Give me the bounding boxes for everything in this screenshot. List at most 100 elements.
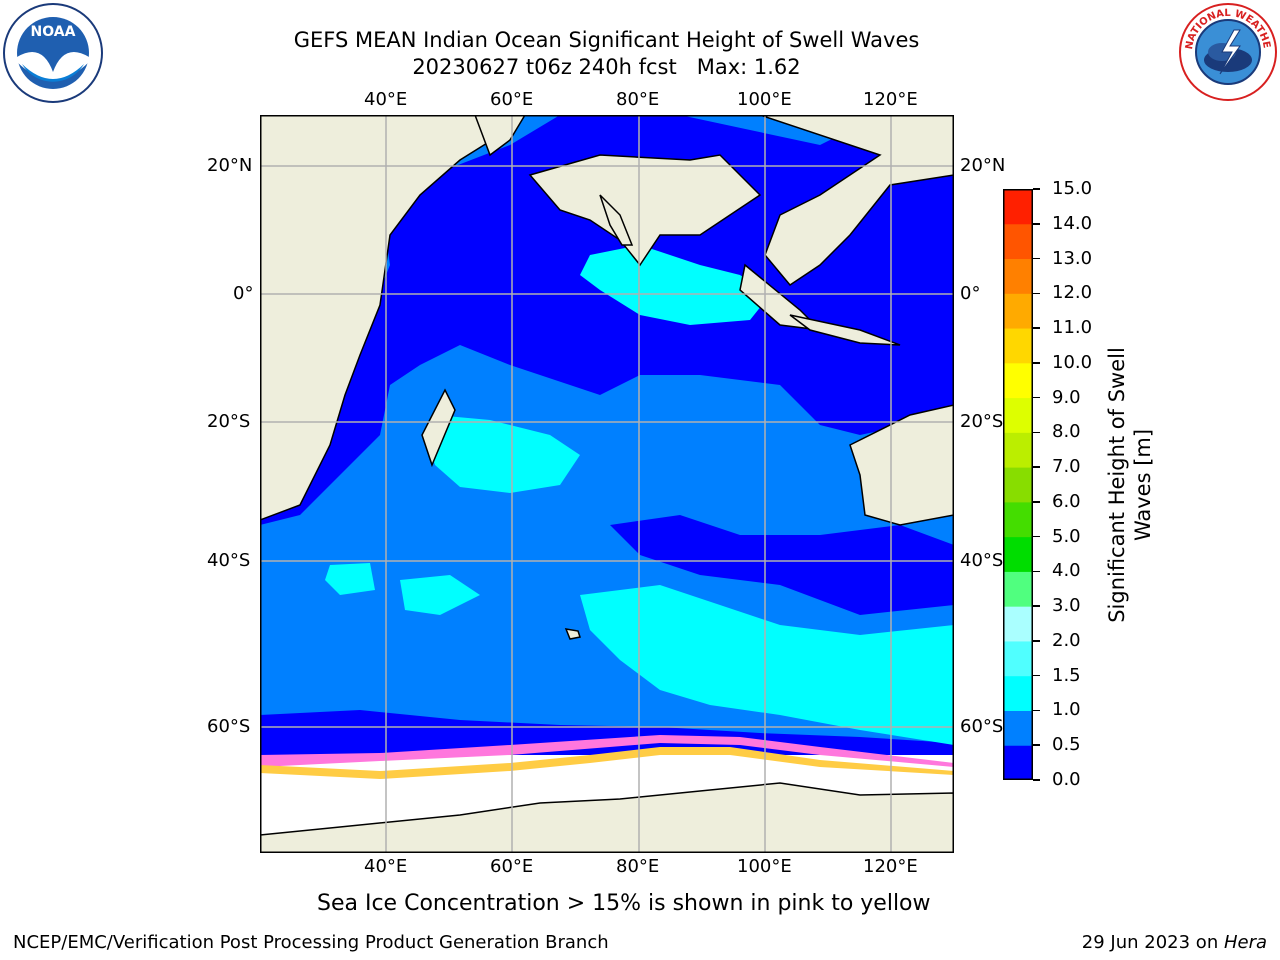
lon-label-bottom: 100°E: [737, 856, 792, 877]
colorbar-tick-label: 13.0: [1052, 247, 1093, 269]
sea-ice: [260, 735, 954, 853]
lon-label-top: 40°E: [364, 89, 408, 110]
colorbar-tick-label: 8.0: [1052, 421, 1081, 443]
map-plot: [260, 115, 954, 853]
colorbar-tick-label: 6.0: [1052, 490, 1081, 512]
colorbar-tick-mark: [1033, 501, 1040, 503]
chart-title: GEFS MEAN Indian Ocean Significant Heigh…: [293, 28, 920, 52]
colorbar-segment: [1003, 258, 1033, 294]
sea-ice-yellow: [260, 747, 954, 779]
kerguelen-island: [564, 628, 581, 640]
lat-label-right: 0°: [960, 283, 981, 304]
colorbar-tick-mark: [1033, 362, 1040, 364]
footer-machine: Hera: [1223, 932, 1267, 953]
lon-label-top: 120°E: [863, 89, 918, 110]
colorbar-tick-label: 0.0: [1052, 769, 1081, 790]
colorbar-tick-mark: [1033, 223, 1040, 225]
lat-label-right: 20°S: [960, 411, 1004, 432]
lon-label-top: 100°E: [737, 89, 792, 110]
lat-label-left: 60°S: [207, 716, 251, 737]
colorbar-tick-mark: [1033, 257, 1040, 260]
noaa-logo: NOAA: [3, 3, 103, 103]
colorbar-tick-label: 1.5: [1052, 664, 1081, 686]
lat-label-left: 40°S: [207, 550, 251, 571]
colorbar-tick-mark: [1033, 292, 1040, 295]
lat-label-right: 40°S: [960, 550, 1004, 571]
asia-south-coast: [528, 154, 762, 267]
colorbar-segment: [1003, 745, 1033, 780]
colorbar: [1003, 189, 1033, 780]
colorbar-tick-label: 9.0: [1052, 386, 1081, 408]
colorbar-tick-mark: [1033, 779, 1040, 781]
colorbar-tick-label: 14.0: [1052, 212, 1093, 234]
colorbar-tick-mark: [1033, 709, 1040, 712]
colorbar-tick-label: 10.0: [1052, 351, 1093, 373]
antarctica-land: [260, 782, 954, 853]
noaa-logo-text: NOAA: [31, 24, 76, 40]
sumatra-land: [739, 263, 823, 332]
colorbar-segment: [1003, 710, 1033, 746]
gridlines: [260, 115, 954, 853]
lon-label-bottom: 60°E: [490, 856, 534, 877]
australia-land: [849, 404, 954, 526]
colorbar-tick-label: 15.0: [1052, 178, 1093, 199]
java-land: [789, 314, 901, 346]
colorbar-tick-label: 3.0: [1052, 595, 1081, 617]
colorbar-tick-label: 5.0: [1052, 525, 1081, 547]
colorbar-segment: [1003, 293, 1033, 329]
lat-label-left: 20°N: [207, 155, 253, 176]
colorbar-tick-mark: [1033, 327, 1040, 329]
colorbar-segment: [1003, 571, 1033, 607]
colorbar-tick-mark: [1033, 605, 1040, 607]
colorbar-tick-mark: [1033, 431, 1040, 434]
lat-label-left: 0°: [233, 283, 254, 304]
colorbar-segment: [1003, 362, 1033, 399]
lon-label-bottom: 40°E: [364, 856, 408, 877]
colorbar-tick-mark: [1033, 188, 1040, 190]
lat-label-right: 60°S: [960, 716, 1004, 737]
sea-ice-caption: Sea Ice Concentration > 15% is shown in …: [317, 891, 931, 916]
colorbar-segment: [1003, 432, 1033, 468]
footer-branch: NCEP/EMC/Verification Post Processing Pr…: [13, 932, 609, 953]
colorbar-tick-label: 12.0: [1052, 282, 1093, 304]
colorbar-label: Significant Height of Swell Waves [m]: [1105, 347, 1155, 623]
colorbar-segment: [1003, 189, 1033, 225]
colorbar-segment: [1003, 536, 1033, 572]
lon-label-bottom: 120°E: [863, 856, 918, 877]
colorbar-segment: [1003, 606, 1033, 642]
colorbar-segment: [1003, 675, 1033, 711]
colorbar-tick-label: 2.0: [1052, 629, 1081, 651]
lon-label-top: 60°E: [490, 89, 534, 110]
colorbar-segment: [1003, 328, 1033, 364]
colorbar-tick-mark: [1033, 570, 1040, 573]
colorbar-tick-mark: [1033, 640, 1040, 642]
colorbar-tick-label: 4.0: [1052, 560, 1081, 582]
colorbar-tick-label: 7.0: [1052, 456, 1081, 478]
colorbar-segment: [1003, 397, 1033, 433]
footer-date: 29 Jun 2023 on Hera: [1081, 932, 1267, 953]
nws-logo: NATIONAL WEATHER SERVICE: [1178, 2, 1277, 101]
map-border: [260, 115, 954, 853]
lat-label-left: 20°S: [207, 411, 251, 432]
colorbar-tick-mark: [1033, 396, 1040, 399]
india-peninsula: [599, 194, 634, 246]
lon-label-bottom: 80°E: [616, 856, 660, 877]
colorbar-segment: [1003, 640, 1033, 677]
colorbar-tick-mark: [1033, 674, 1040, 677]
sea-ice-pink: [260, 735, 954, 767]
colorbar-tick-mark: [1033, 535, 1040, 538]
chart-subtitle: 20230627 t06z 240h fcst Max: 1.62: [412, 55, 801, 79]
madagascar-land: [421, 388, 456, 468]
colorbar-tick-label: 11.0: [1052, 317, 1093, 339]
colorbar-tick-label: 0.5: [1052, 734, 1081, 756]
colorbar-segment: [1003, 467, 1033, 503]
southeast-asia-land: [759, 115, 954, 286]
colorbar-segment: [1003, 223, 1033, 260]
colorbar-tick-label: 1.0: [1052, 699, 1081, 721]
colorbar-tick-mark: [1033, 466, 1040, 468]
colorbar-segment: [1003, 501, 1033, 538]
colorbar-tick-mark: [1033, 744, 1040, 746]
land-masses: [260, 115, 954, 526]
lon-label-top: 80°E: [616, 89, 660, 110]
swell-band-1-1.5: [325, 245, 954, 745]
